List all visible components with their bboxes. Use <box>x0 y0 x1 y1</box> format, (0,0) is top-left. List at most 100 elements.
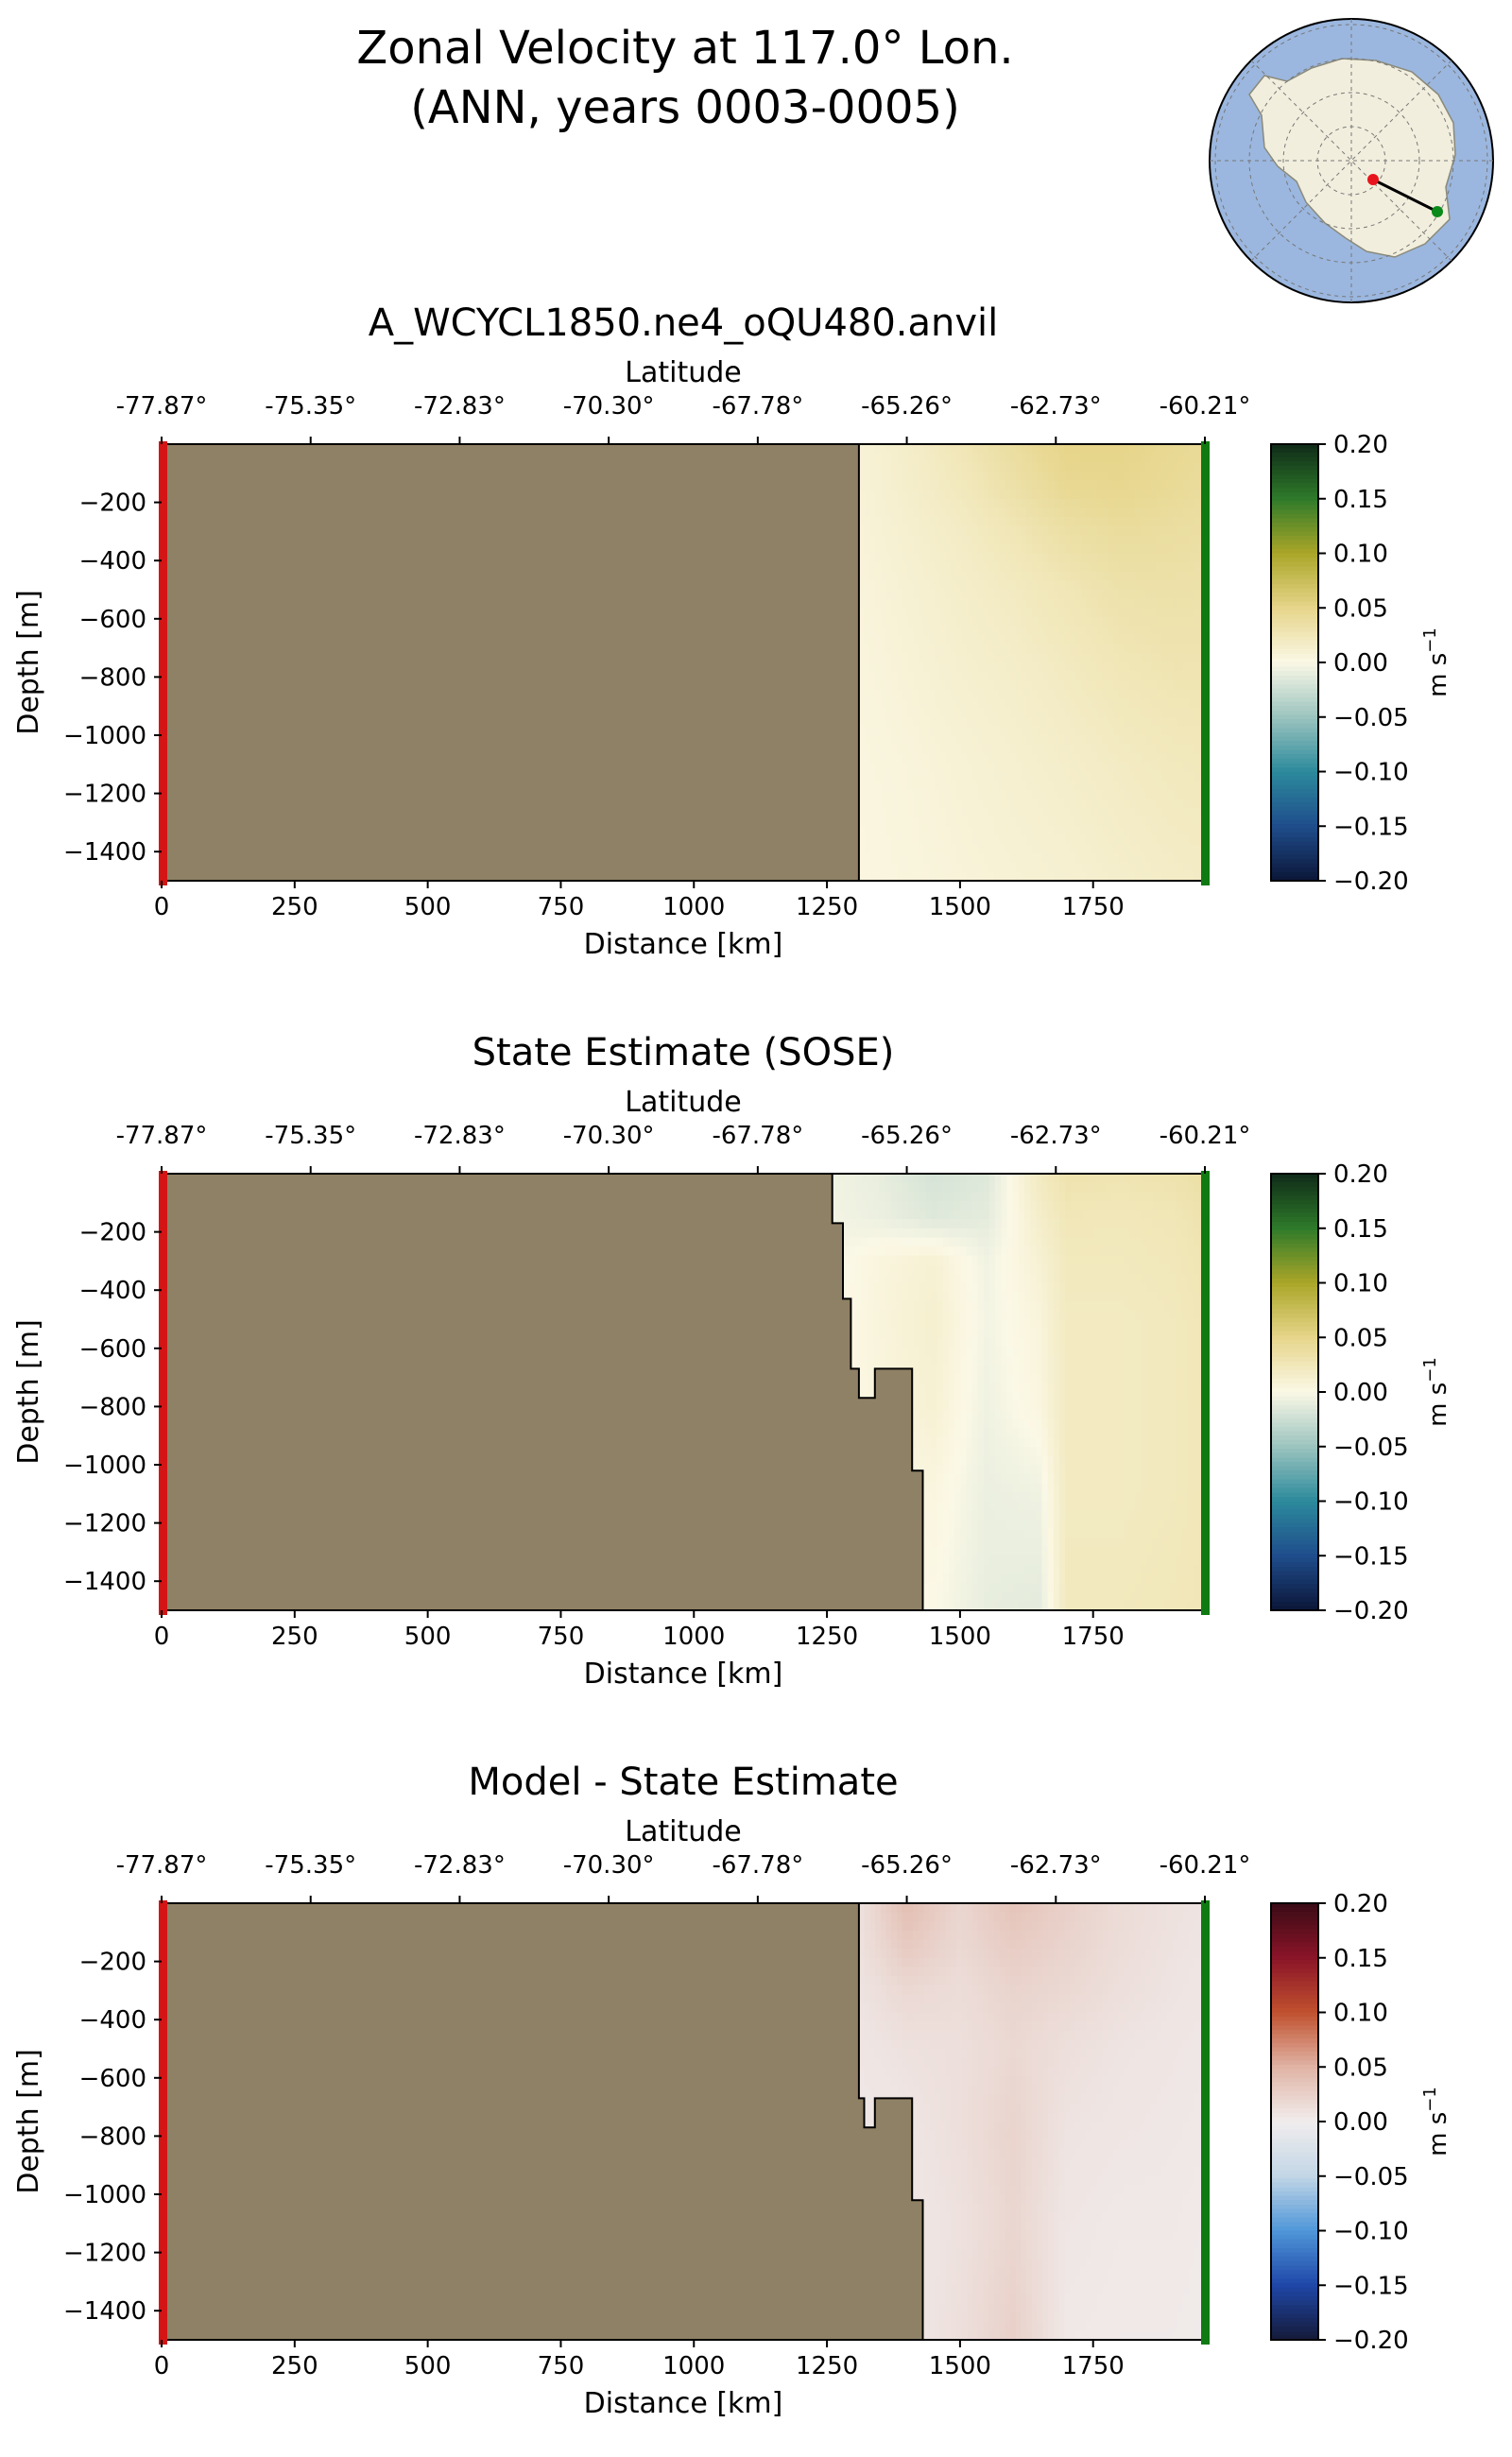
heatmap-cell <box>1030 1491 1038 1503</box>
heatmap-cell <box>1124 535 1130 545</box>
heatmap-cell <box>885 1337 892 1348</box>
heatmap-cell <box>1024 1328 1031 1339</box>
heatmap-cell <box>972 517 979 527</box>
heatmap-cell <box>939 762 947 773</box>
heatmap-cell <box>983 1182 990 1194</box>
heatmap-cell <box>936 1473 944 1485</box>
heatmap-cell <box>972 608 979 618</box>
heatmap-cell <box>1030 1355 1038 1366</box>
heatmap-cell <box>1183 644 1190 655</box>
heatmap-cell <box>913 1192 920 1202</box>
heatmap-cell <box>1102 562 1108 573</box>
heatmap-cell <box>960 1564 968 1575</box>
heatmap-cell <box>1031 726 1039 736</box>
heatmap-cell <box>861 1192 868 1202</box>
heatmap-cell <box>1018 1483 1025 1493</box>
heatmap-cell <box>977 590 985 600</box>
heatmap-cell <box>939 490 947 500</box>
heatmap-cell <box>939 616 947 627</box>
heatmap-cell <box>954 1310 962 1320</box>
heatmap-cell <box>925 1355 933 1366</box>
heatmap-cell <box>929 698 936 709</box>
heatmap-cell <box>1091 671 1098 682</box>
heatmap-cell <box>1134 871 1142 882</box>
heatmap-cell <box>967 553 973 563</box>
heatmap-cell <box>1005 834 1011 846</box>
heatmap-cell <box>1042 808 1049 818</box>
heatmap-cell <box>1108 553 1114 563</box>
heatmap-cell <box>1102 662 1108 673</box>
heatmap-cell <box>1194 871 1201 882</box>
heatmap-cell <box>1188 816 1195 828</box>
heatmap-cell <box>907 644 914 655</box>
heatmap-cell <box>1128 789 1136 800</box>
heatmap-cell <box>1001 1583 1008 1593</box>
heatmap-cell <box>1080 490 1087 500</box>
heatmap-cell <box>1031 498 1039 509</box>
heatmap-cell <box>1124 771 1130 782</box>
heatmap-cell <box>971 1583 979 1593</box>
heatmap-cell <box>902 862 909 873</box>
heatmap-cell <box>913 1319 920 1330</box>
heatmap-cell <box>1012 1219 1020 1229</box>
heatmap-cell <box>855 1292 863 1302</box>
colorbar-step <box>1271 501 1318 507</box>
heatmap-cell <box>879 1292 885 1302</box>
heatmap-cell <box>1102 490 1108 500</box>
heatmap-cell <box>1042 562 1049 573</box>
heatmap-cell <box>896 1255 903 1266</box>
heatmap-cell <box>861 1264 868 1275</box>
heatmap-cell <box>983 1219 990 1229</box>
heatmap-cell <box>989 1418 997 1430</box>
heatmap-cell <box>1183 853 1190 864</box>
heatmap-cell <box>971 1346 979 1357</box>
heatmap-cell <box>1064 480 1071 490</box>
heatmap-cell <box>972 680 979 691</box>
heatmap-cell <box>1145 480 1152 490</box>
heatmap-cell <box>1026 444 1033 455</box>
heatmap-cell <box>923 453 931 464</box>
heatmap-cell <box>1018 1373 1025 1384</box>
colorbar-step <box>1271 558 1318 563</box>
heatmap-cell <box>872 1310 880 1320</box>
heatmap-cell <box>1156 644 1163 655</box>
heatmap-cell <box>1086 571 1092 582</box>
heatmap-cell <box>850 1219 857 1229</box>
heatmap-cell <box>1074 444 1082 455</box>
heatmap-cell <box>1124 753 1130 764</box>
heatmap-cell <box>1177 490 1184 500</box>
heatmap-cell <box>999 635 1006 645</box>
heatmap-cell <box>1030 1601 1038 1611</box>
heatmap-cell <box>945 771 952 782</box>
heatmap-cell <box>955 635 963 645</box>
heatmap-cell <box>1177 635 1184 645</box>
heatmap-cell <box>966 1555 973 1566</box>
heatmap-cell <box>864 462 871 472</box>
heatmap-cell <box>885 853 892 864</box>
heatmap-cell <box>925 1228 933 1239</box>
heatmap-cell <box>907 1346 915 1357</box>
heatmap-cell <box>934 871 941 882</box>
colorbar-step <box>1271 798 1318 803</box>
heatmap-cell <box>1069 453 1076 464</box>
heatmap-cell <box>890 1346 898 1357</box>
heatmap-cell <box>1128 480 1136 490</box>
heatmap-cell <box>1012 1373 1020 1384</box>
colorbar-step <box>1271 570 1318 576</box>
heatmap-cell <box>1112 507 1120 518</box>
heatmap-cell <box>951 525 957 537</box>
heatmap-cell <box>1134 844 1142 854</box>
heatmap-cell <box>1080 644 1087 655</box>
heatmap-cell <box>1128 771 1136 782</box>
heatmap-cell <box>1166 744 1174 755</box>
heatmap-cell <box>1194 762 1201 773</box>
heatmap-cell <box>1134 580 1142 591</box>
heatmap-cell <box>902 1300 909 1312</box>
heatmap-cell <box>1001 1383 1008 1393</box>
heatmap-cell <box>1086 771 1092 782</box>
heatmap-cell <box>855 1255 863 1266</box>
heatmap-cell <box>1069 853 1076 864</box>
heatmap-cell <box>1096 735 1104 746</box>
heatmap-cell <box>934 535 941 545</box>
heatmap-cell <box>977 1246 985 1257</box>
